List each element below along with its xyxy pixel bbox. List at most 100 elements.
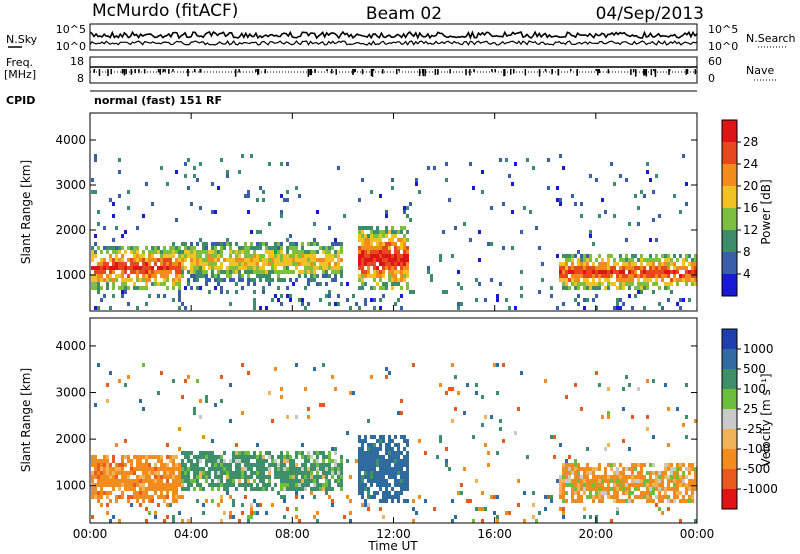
echo-cell [178, 479, 181, 483]
echo-cell [367, 242, 370, 246]
echo-cell [127, 302, 130, 306]
echo-cell [325, 463, 328, 467]
echo-cell [562, 499, 565, 503]
echo-cell [403, 206, 406, 210]
echo-cell [166, 463, 169, 467]
nave-spike [121, 69, 124, 74]
echo-cell [616, 487, 619, 491]
echo-cell [676, 463, 679, 467]
echo-cell [337, 463, 340, 467]
echo-cell [157, 483, 160, 487]
echo-cell [559, 154, 562, 158]
echo-cell [598, 266, 601, 270]
echo-cell [304, 286, 307, 290]
echo-cell [250, 507, 253, 511]
echo-cell [151, 266, 154, 270]
echo-cell [364, 270, 367, 274]
echo-cell [235, 471, 238, 475]
echo-cell [289, 270, 292, 274]
echo-cell [208, 483, 211, 487]
echo-cell [139, 270, 142, 274]
echo-cell [286, 190, 289, 194]
echo-cell [157, 455, 160, 459]
echo-cell [403, 475, 406, 479]
echo-cell [667, 487, 670, 491]
echo-cell [568, 286, 571, 290]
echo-cell [652, 479, 655, 483]
echo-cell [277, 278, 280, 282]
xtick-label: 00:00 [680, 527, 715, 541]
echo-cell [298, 194, 301, 198]
echo-cell [220, 266, 223, 270]
echo-cell [640, 463, 643, 467]
echo-cell [178, 254, 181, 258]
echo-cell [328, 471, 331, 475]
echo-cell [361, 439, 364, 443]
echo-cell [124, 471, 127, 475]
echo-cell [622, 483, 625, 487]
echo-cell [316, 471, 319, 475]
echo-cell [619, 471, 622, 475]
echo-cell [178, 463, 181, 467]
echo-cell [667, 286, 670, 290]
echo-cell [259, 479, 262, 483]
echo-cell [367, 471, 370, 475]
echo-cell [673, 483, 676, 487]
echo-cell [220, 459, 223, 463]
echo-cell [151, 479, 154, 483]
echo-cell [256, 198, 259, 202]
echo-cell [694, 487, 697, 491]
echo-cell [667, 258, 670, 262]
echo-cell [400, 294, 403, 298]
echo-cell [556, 198, 559, 202]
echo-cell [208, 467, 211, 471]
echo-cell [385, 210, 388, 214]
echo-cell [184, 467, 187, 471]
echo-cell [595, 467, 598, 471]
echo-cell [694, 274, 697, 278]
echo-cell [133, 487, 136, 491]
echo-cell [658, 475, 661, 479]
echo-cell [301, 463, 304, 467]
nave-spike [186, 69, 189, 74]
echo-cell [100, 471, 103, 475]
echo-cell [646, 379, 649, 383]
echo-cell [292, 270, 295, 274]
echo-cell [601, 491, 604, 495]
echo-cell [229, 515, 232, 519]
echo-cell [133, 262, 136, 266]
echo-cell [625, 274, 628, 278]
echo-cell [400, 262, 403, 266]
echo-cell [577, 471, 580, 475]
echo-cell [334, 463, 337, 467]
echo-cell [385, 286, 388, 290]
nave-spike [326, 69, 328, 72]
echo-cell [499, 158, 502, 162]
echo-cell [361, 495, 364, 499]
echo-cell [625, 499, 628, 503]
echo-cell [262, 258, 265, 262]
colorbar-segment [722, 164, 737, 187]
echo-cell [481, 491, 484, 495]
echo-cell [181, 451, 184, 455]
echo-cell [106, 262, 109, 266]
echo-cell [688, 467, 691, 471]
echo-cell [367, 443, 370, 447]
echo-cell [400, 278, 403, 282]
echo-cell [682, 423, 685, 427]
echo-cell [274, 367, 277, 371]
echo-cell [154, 246, 157, 250]
echo-cell [136, 495, 139, 499]
echo-cell [175, 475, 178, 479]
echo-cell [94, 459, 97, 463]
echo-cell [280, 214, 283, 218]
echo-cell [235, 262, 238, 266]
echo-cell [103, 270, 106, 274]
echo-cell [250, 262, 253, 266]
echo-cell [217, 459, 220, 463]
echo-cell [517, 479, 520, 483]
echo-cell [586, 487, 589, 491]
echo-cell [661, 499, 664, 503]
echo-cell [397, 479, 400, 483]
echo-cell [304, 254, 307, 258]
